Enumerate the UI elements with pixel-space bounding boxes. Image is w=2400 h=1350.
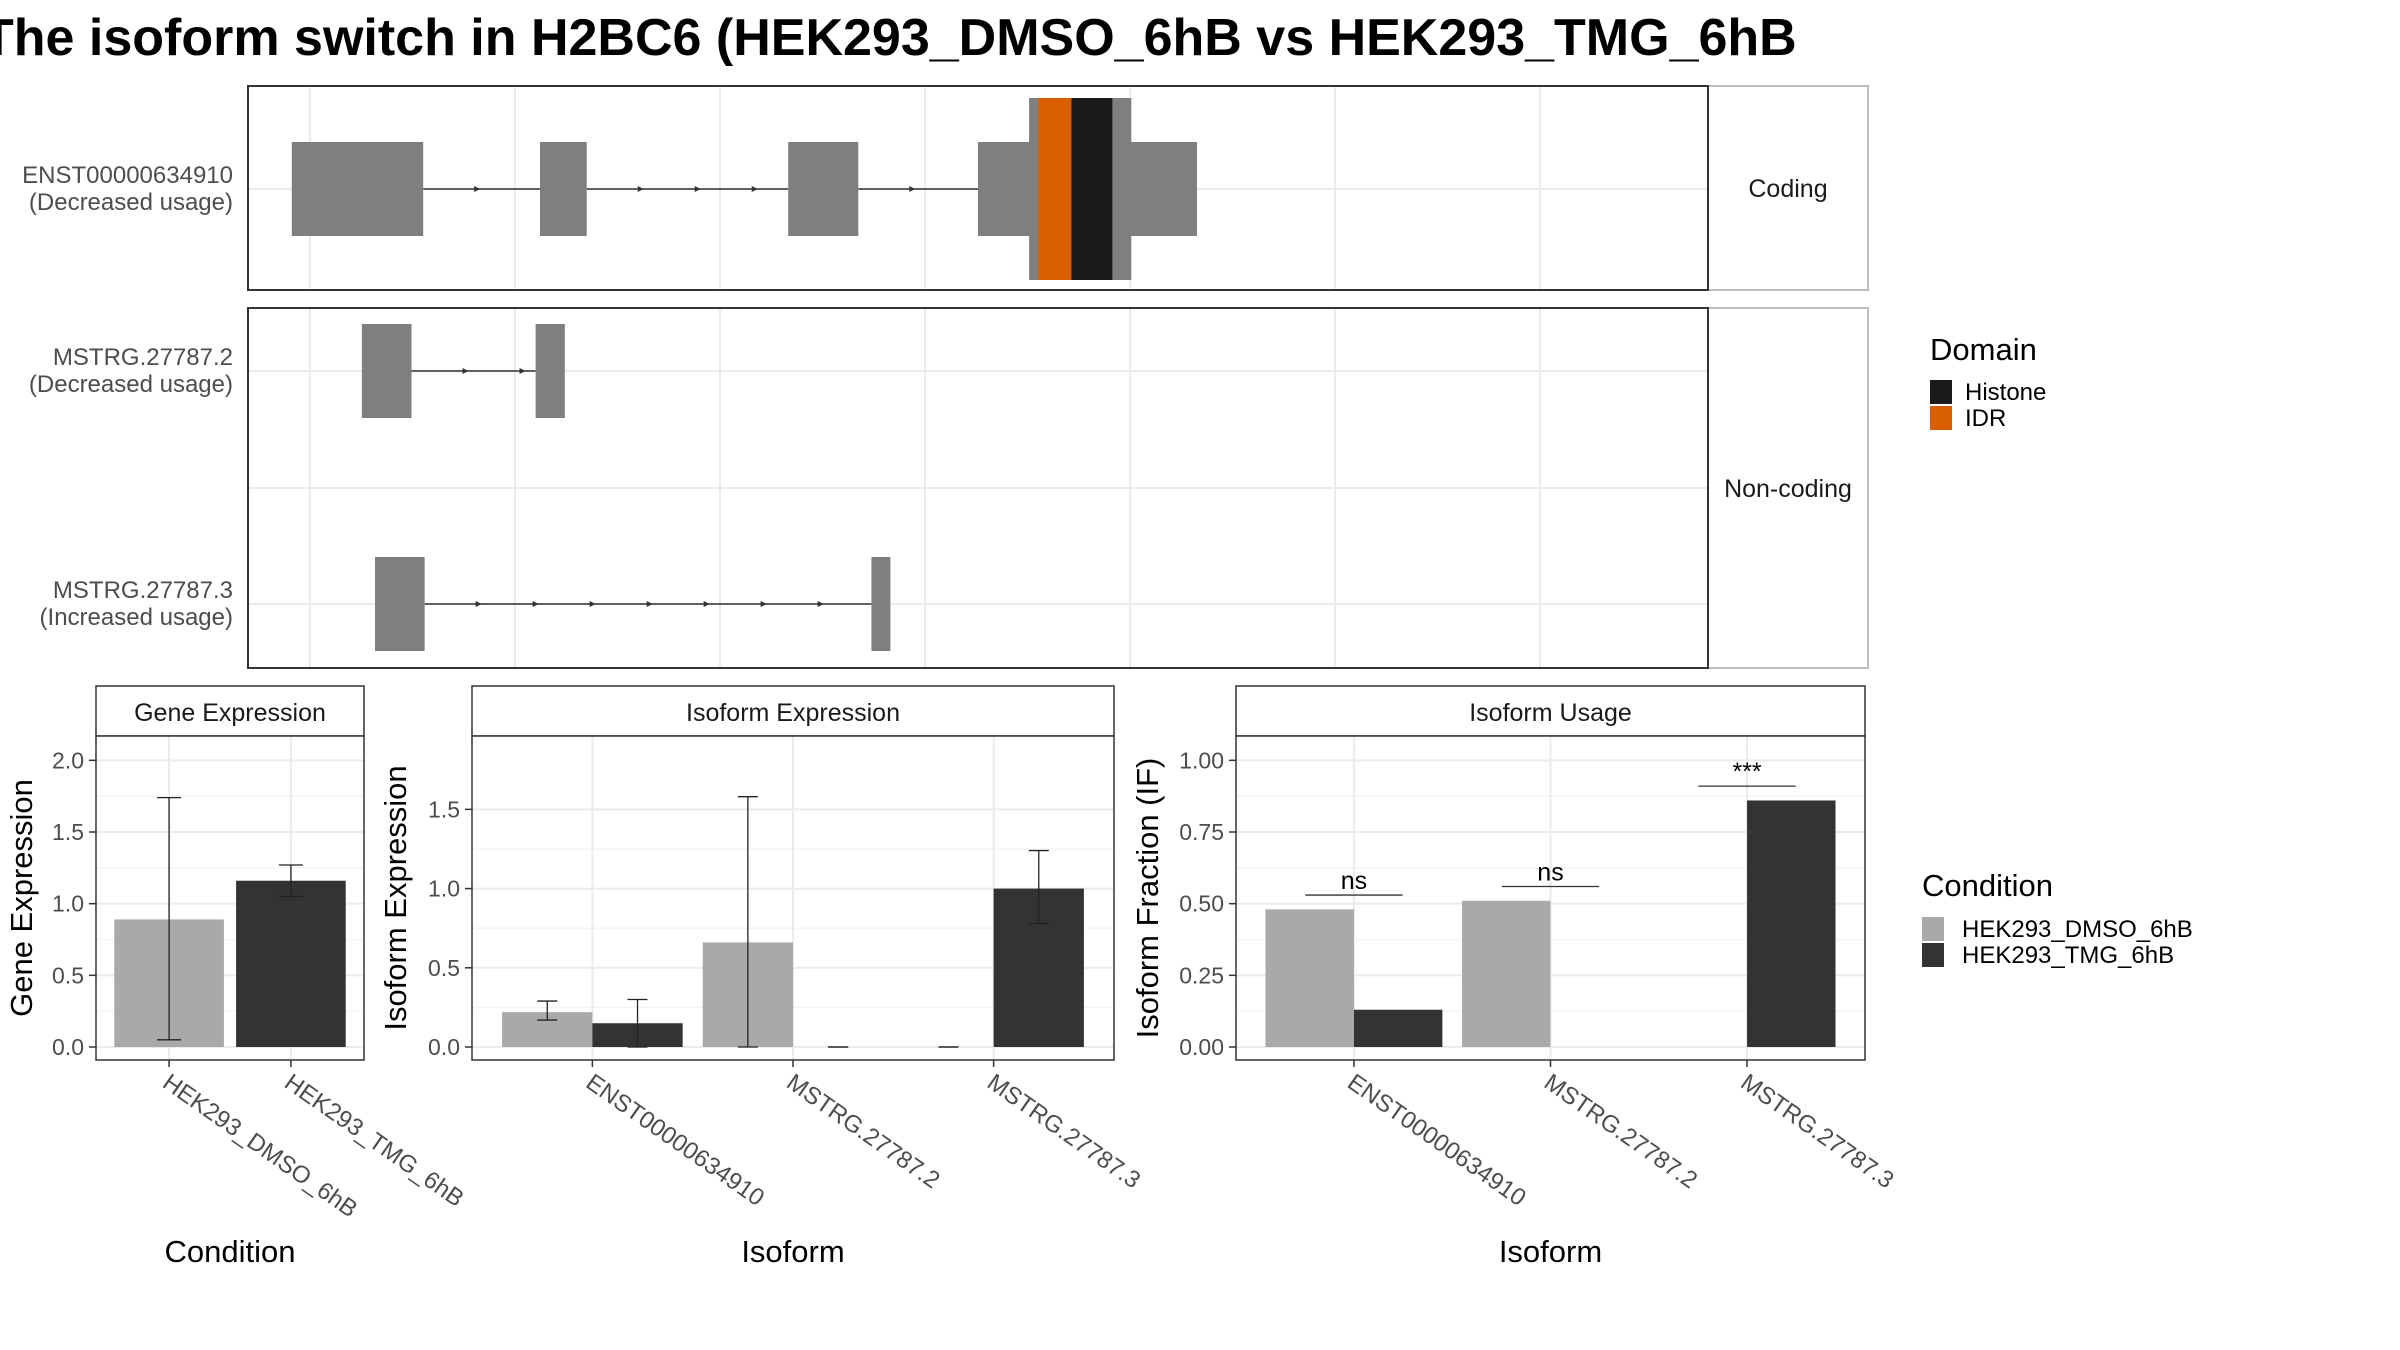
bar-HEK293_TMG_6hB	[236, 880, 346, 1047]
y-tick-label: 1.00	[1179, 747, 1224, 773]
intron-arrow	[519, 368, 526, 374]
domain-idr	[1037, 98, 1072, 280]
transcript-MSTRG.27787.2: MSTRG.27787.2(Decreased usage)	[29, 324, 565, 418]
intron-arrow	[646, 601, 653, 607]
intron-arrow	[751, 186, 758, 192]
exon	[788, 142, 859, 236]
domain-legend-title: Domain	[1930, 332, 2037, 367]
y-tick-label: 0.5	[428, 955, 460, 981]
intron-arrow	[474, 186, 481, 192]
significance-label: ns	[1341, 867, 1367, 895]
y-tick-label: 0.25	[1179, 962, 1224, 988]
transcript-usage-label: (Decreased usage)	[29, 371, 233, 398]
transcript-id-label: MSTRG.27787.2	[53, 344, 233, 371]
x-axis-title: Isoform	[1499, 1234, 1602, 1269]
x-tick-label: MSTRG.27787.3	[982, 1069, 1145, 1194]
y-tick-label: 0.00	[1179, 1034, 1224, 1060]
x-tick-label: ENST00000634910	[581, 1069, 769, 1212]
intron-arrow	[703, 601, 710, 607]
x-tick-label: ENST00000634910	[1342, 1069, 1530, 1212]
intron-arrow	[637, 186, 644, 192]
legend-key-dmso	[1922, 917, 1944, 941]
x-tick-label: HEK293_DMSO_6hB	[158, 1069, 363, 1223]
y-tick-label: 2.0	[52, 747, 84, 773]
chart-title: Gene Expression	[134, 699, 326, 727]
legend-label-idr: IDR	[1965, 405, 2006, 432]
legend-key-tmg	[1922, 943, 1944, 967]
intron-arrow	[760, 601, 767, 607]
transcript-structure-panel: CodingNon-codingENST00000634910(Decrease…	[22, 85, 1869, 669]
bar-HEK293_DMSO_6hB-ENST00000634910	[1265, 909, 1354, 1047]
y-tick-label: 1.5	[428, 796, 460, 822]
y-tick-label: 0.0	[52, 1034, 84, 1060]
significance-label: ns	[1537, 858, 1563, 886]
exon	[291, 142, 424, 236]
domain-histone	[1071, 98, 1113, 280]
exon	[871, 557, 891, 651]
significance-label: ***	[1732, 758, 1761, 786]
figure-title: The isoform switch in H2BC6 (HEK293_DMSO…	[0, 9, 1797, 67]
x-axis-title: Isoform	[741, 1234, 844, 1269]
chart-frame	[95, 735, 365, 1061]
y-tick-label: 1.0	[52, 891, 84, 917]
transcript-MSTRG.27787.3: MSTRG.27787.3(Increased usage)	[40, 557, 891, 651]
structure-strip	[1707, 307, 1869, 669]
bar-HEK293_TMG_6hB-MSTRG.27787.3	[1747, 800, 1836, 1047]
exon	[361, 324, 412, 418]
bar-HEK293_DMSO_6hB-MSTRG.27787.2	[1462, 900, 1551, 1047]
chart-isoform-expression: Isoform Expression 0.0 0.5 1.0 1.5 ENST000006…	[378, 685, 1145, 1269]
structure-strip-label-non-coding: Non-coding	[1724, 475, 1852, 503]
intron-arrow	[589, 601, 596, 607]
y-tick-label: 1.5	[52, 819, 84, 845]
intron-arrow	[475, 601, 482, 607]
chart-isoform-usage: Isoform Usage 0.00 0.25 0.50 0.75 1.00 ns ns ***…	[1130, 685, 1899, 1269]
legend-label-histone: Histone	[1965, 379, 2046, 406]
intron-arrow	[817, 601, 824, 607]
expression-charts: Gene Expression 0.0 0.5 1.0 1.5 2.0 HEK293_DMS…	[4, 685, 1899, 1269]
transcript-usage-label: (Decreased usage)	[29, 189, 233, 216]
y-tick-label: 0.5	[52, 962, 84, 988]
legend-key-histone	[1930, 380, 1952, 404]
transcript-ENST00000634910: ENST00000634910(Decreased usage)	[22, 98, 1197, 280]
intron-arrow	[694, 186, 701, 192]
x-tick-label: MSTRG.27787.2	[1539, 1069, 1702, 1194]
y-tick-label: 0.50	[1179, 891, 1224, 917]
legend-key-idr	[1930, 406, 1952, 430]
intron-arrow	[462, 368, 469, 374]
x-tick-label: MSTRG.27787.3	[1736, 1069, 1899, 1194]
exon	[540, 142, 587, 236]
domain-legend: Domain Histone IDR	[1930, 332, 2046, 432]
y-axis-title: Gene Expression	[4, 779, 39, 1017]
transcript-id-label: ENST00000634910	[22, 162, 233, 189]
legend-label-dmso: HEK293_DMSO_6hB	[1962, 916, 2193, 943]
structure-facet-frame	[247, 85, 1709, 291]
exon	[535, 324, 565, 418]
structure-strip-label-coding: Coding	[1748, 175, 1827, 203]
transcript-usage-label: (Increased usage)	[40, 604, 233, 631]
x-axis-title: Condition	[165, 1234, 296, 1269]
condition-legend: Condition HEK293_DMSO_6hB HEK293_TMG_6hB	[1922, 868, 2193, 969]
y-tick-label: 0.0	[428, 1034, 460, 1060]
x-tick-label: MSTRG.27787.2	[782, 1069, 945, 1194]
y-tick-label: 0.75	[1179, 819, 1224, 845]
chart-title: Isoform Usage	[1469, 699, 1632, 727]
y-tick-label: 1.0	[428, 876, 460, 902]
intron-arrow	[532, 601, 539, 607]
bar-HEK293_TMG_6hB-ENST00000634910	[1353, 1009, 1443, 1047]
chart-strip	[471, 685, 1115, 737]
y-axis-title: Isoform Expression	[378, 765, 413, 1030]
y-axis-title: Isoform Fraction (IF)	[1130, 758, 1165, 1039]
intron-arrow	[909, 186, 916, 192]
structure-facet-frame	[247, 307, 1709, 669]
condition-legend-title: Condition	[1922, 868, 2053, 903]
transcript-id-label: MSTRG.27787.3	[53, 577, 233, 604]
chart-strip	[95, 685, 365, 737]
chart-strip	[1235, 685, 1866, 737]
legend-label-tmg: HEK293_TMG_6hB	[1962, 942, 2174, 969]
chart-title: Isoform Expression	[686, 699, 900, 727]
structure-strip	[1707, 85, 1869, 291]
exon	[375, 557, 425, 651]
